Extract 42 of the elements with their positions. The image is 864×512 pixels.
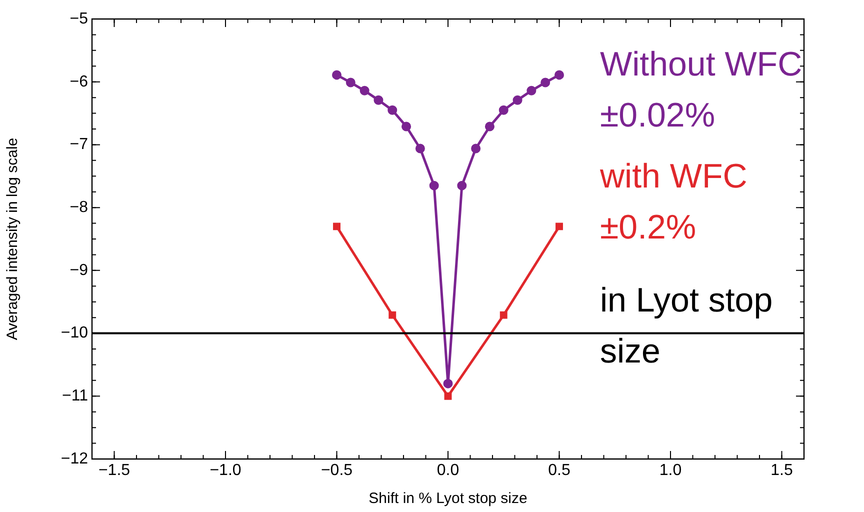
series-label: with WFC ±0.2% xyxy=(599,157,748,246)
point xyxy=(429,180,439,190)
y-tick-label: −9 xyxy=(70,262,88,279)
series-label: Without WFC ±0.02% xyxy=(600,45,802,134)
x-tick-label: 0.0 xyxy=(436,462,460,480)
y-tick-label: −10 xyxy=(60,324,88,342)
x-tick-label: 1.0 xyxy=(659,462,682,480)
point xyxy=(333,222,340,230)
point xyxy=(554,70,564,80)
point xyxy=(444,392,452,400)
point xyxy=(498,105,508,115)
point xyxy=(374,95,384,105)
x-tick-label: 1.5 xyxy=(770,462,793,480)
point xyxy=(526,86,536,96)
point xyxy=(500,311,508,319)
y-tick-label: −7 xyxy=(70,136,88,154)
x-axis-title: Shift in % Lyot stop size xyxy=(368,490,528,508)
point xyxy=(556,222,563,230)
point xyxy=(388,311,396,319)
point xyxy=(443,378,453,388)
point xyxy=(415,144,425,154)
x-tick-label: −1.0 xyxy=(210,462,242,480)
point xyxy=(540,78,550,88)
x-tick-label: 0.5 xyxy=(548,462,570,480)
point xyxy=(471,144,481,154)
point xyxy=(402,122,412,132)
x-tick-label: −1.5 xyxy=(98,462,130,480)
point xyxy=(360,86,370,96)
point xyxy=(346,78,356,88)
y-tick-label: −12 xyxy=(60,450,88,468)
annotation: in Lyot stop size xyxy=(600,281,773,370)
y-tick-label: −6 xyxy=(70,73,88,90)
y-tick-label: −11 xyxy=(62,388,88,405)
point xyxy=(457,180,467,190)
point xyxy=(484,122,494,132)
y-tick-label: −8 xyxy=(70,198,88,216)
y-tick-label: −5 xyxy=(70,10,88,28)
point xyxy=(388,105,398,115)
x-tick-label: −0.5 xyxy=(320,462,353,480)
point xyxy=(332,70,342,80)
point xyxy=(512,95,522,105)
y-axis-title: Averaged intensity in log scale xyxy=(4,138,22,340)
